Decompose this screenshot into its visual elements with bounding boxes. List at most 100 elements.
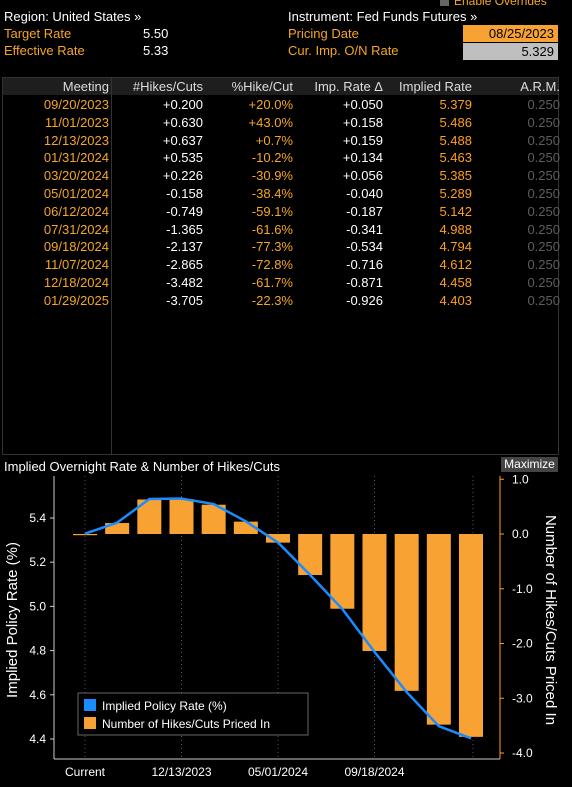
row-pct-cell: -61.7%	[251, 275, 293, 290]
row-delta-cell: -0.187	[346, 203, 383, 219]
row-implied-cell: 5.385	[439, 168, 472, 184]
hikes-bar	[362, 534, 387, 652]
col-header-hikes[interactable]: #Hikes/Cuts	[132, 79, 203, 94]
row-meeting-cell: 07/31/2024	[43, 221, 109, 237]
row-delta-cell: +0.134	[342, 150, 383, 166]
row-pct-cell: -10.2%	[251, 150, 293, 166]
table-row[interactable]: 06/12/2024 -0.749 -59.1% -0.187 5.142 0.250	[3, 203, 560, 221]
row-hikes-cell: -0.158	[166, 186, 203, 201]
row-delta-cell: +0.056	[342, 168, 383, 184]
y2-axis-label: Number of Hikes/Cuts Priced In	[542, 515, 559, 725]
hikes-bar	[394, 534, 419, 691]
table-row[interactable]: 05/01/2024 -0.158 -38.4% -0.040 5.289 0.250	[3, 185, 560, 203]
row-hikes-cell: +0.630	[162, 114, 203, 130]
row-delta-cell: -0.716	[346, 257, 383, 273]
row-pct-cell: +20.0%	[248, 97, 293, 112]
row-hikes-cell: +0.637	[162, 132, 203, 148]
row-pct-cell: -61.6%	[251, 221, 293, 237]
table-row[interactable]: 03/20/2024 +0.226 -30.9% +0.056 5.385 0.250	[3, 167, 560, 185]
legend-label-hikes: Number of Hikes/Cuts Priced In	[102, 717, 270, 731]
col-header-pct[interactable]: %Hike/Cut	[231, 79, 293, 94]
col-header-arm[interactable]: A.R.M.	[520, 79, 560, 94]
legend-swatch-rate	[84, 699, 96, 711]
row-meeting-cell: 06/12/2024	[43, 203, 109, 219]
effective-rate-value: 5.33	[143, 43, 169, 58]
column-divider	[111, 78, 112, 454]
meetings-table: Meeting #Hikes/Cuts %Hike/Cut Imp. Rate …	[2, 77, 560, 455]
row-hikes-cell: +0.200	[162, 97, 203, 112]
maximize-button[interactable]: Maximize	[501, 457, 558, 472]
row-arm-cell: 0.250	[527, 186, 560, 201]
y-tick-label: 4.6	[29, 688, 46, 702]
row-implied-cell: 5.488	[439, 132, 472, 148]
row-meeting-cell: 05/01/2024	[43, 186, 109, 201]
pricing-date-label: Pricing Date	[288, 26, 359, 41]
row-meeting-cell: 11/01/2023	[44, 114, 109, 130]
row-implied-cell: 5.289	[439, 186, 472, 201]
cur-rate-input[interactable]: 5.329	[463, 43, 558, 60]
table-row[interactable]: 12/13/2023 +0.637 +0.7% +0.159 5.488 0.250	[3, 132, 560, 150]
table-row[interactable]: 01/29/2025 -3.705 -22.3% -0.926 4.403 0.250	[3, 292, 560, 310]
row-meeting-cell: 03/20/2024	[43, 168, 109, 184]
row-arm-cell: 0.250	[527, 97, 560, 112]
hikes-bar	[73, 534, 97, 536]
row-pct-cell: +0.7%	[255, 132, 293, 148]
legend-box	[77, 692, 309, 736]
col-header-implied-rate[interactable]: Implied Rate	[399, 79, 472, 94]
table-row[interactable]: 01/31/2024 +0.535 -10.2% +0.134 5.463 0.250	[3, 149, 560, 167]
table-row[interactable]: 09/18/2024 -2.137 -77.3% -0.534 4.794 0.250	[3, 238, 560, 256]
col-header-meeting[interactable]: Meeting	[62, 79, 109, 94]
table-row[interactable]: 09/20/2023 +0.200 +20.0% +0.050 5.379 0.250	[3, 96, 560, 114]
target-rate-label: Target Rate	[4, 26, 72, 41]
hikes-bar	[459, 534, 483, 737]
row-implied-cell: 5.486	[439, 114, 472, 130]
hikes-bar	[105, 523, 130, 534]
row-meeting-cell: 12/13/2023	[43, 132, 109, 148]
row-meeting-cell: 01/31/2024	[43, 150, 109, 166]
row-hikes-cell: -1.365	[166, 221, 203, 237]
row-delta-cell: +0.158	[342, 114, 383, 130]
row-delta-cell: -0.040	[346, 186, 383, 201]
row-implied-cell: 5.463	[439, 150, 472, 166]
y-tick-label: 5.2	[29, 555, 46, 569]
effective-rate-label: Effective Rate	[4, 43, 85, 58]
row-delta-cell: +0.050	[342, 97, 383, 112]
chart-title: Implied Overnight Rate & Number of Hikes…	[4, 459, 280, 474]
row-arm-cell: 0.250	[527, 114, 560, 130]
row-arm-cell: 0.250	[527, 275, 560, 290]
row-arm-cell: 0.250	[527, 132, 560, 148]
instrument-selector[interactable]: Instrument: Fed Funds Futures »	[288, 9, 478, 24]
target-rate-value: 5.50	[143, 26, 169, 41]
row-pct-cell: -38.4%	[251, 186, 293, 201]
hikes-bar	[298, 534, 323, 576]
row-pct-cell: -22.3%	[251, 292, 293, 308]
y-axis-label: Implied Policy Rate (%)	[4, 542, 21, 698]
row-arm-cell: 0.250	[527, 257, 560, 273]
y2-tick-label: 1.0	[512, 474, 529, 486]
y2-tick-label: -3.0	[512, 691, 533, 705]
pricing-date-input[interactable]: 08/25/2023	[463, 25, 558, 42]
row-arm-cell: 0.250	[527, 292, 560, 308]
row-implied-cell: 4.988	[439, 221, 472, 237]
table-row[interactable]: 11/07/2024 -2.865 -72.8% -0.716 4.612 0.250	[3, 256, 560, 274]
row-implied-cell: 5.142	[439, 203, 472, 219]
hikes-bar	[266, 534, 290, 543]
checkbox-icon[interactable]	[440, 0, 449, 7]
table-row[interactable]: 12/18/2024 -3.482 -61.7% -0.871 4.458 0.250	[3, 274, 560, 292]
cur-rate-label: Cur. Imp. O/N Rate	[288, 43, 399, 58]
rate-chart: 5.4 5.2 5.0 4.8 4.6 4.4 1.0 0.0 -1.0 -2.0 -3.0 -4.0…	[4, 474, 559, 779]
row-hikes-cell: +0.535	[162, 150, 203, 166]
hikes-bar	[169, 499, 194, 534]
row-meeting-cell: 12/18/2024	[43, 275, 109, 290]
table-row[interactable]: 11/01/2023 +0.630 +43.0% +0.158 5.486 0.250	[3, 114, 560, 132]
enable-overrides-toggle[interactable]: Enable Overrides	[440, 0, 547, 8]
x-tick-label: 12/13/2023	[151, 765, 211, 779]
y2-tick-label: -1.0	[512, 582, 533, 596]
row-hikes-cell: -2.865	[166, 257, 203, 273]
col-header-imp-delta[interactable]: Imp. Rate Δ	[314, 79, 383, 94]
row-arm-cell: 0.250	[527, 150, 560, 166]
row-implied-cell: 4.458	[439, 275, 472, 290]
region-selector[interactable]: Region: United States »	[4, 9, 142, 24]
table-row[interactable]: 07/31/2024 -1.365 -61.6% -0.341 4.988 0.250	[3, 221, 560, 239]
row-meeting-cell: 09/18/2024	[43, 239, 109, 255]
